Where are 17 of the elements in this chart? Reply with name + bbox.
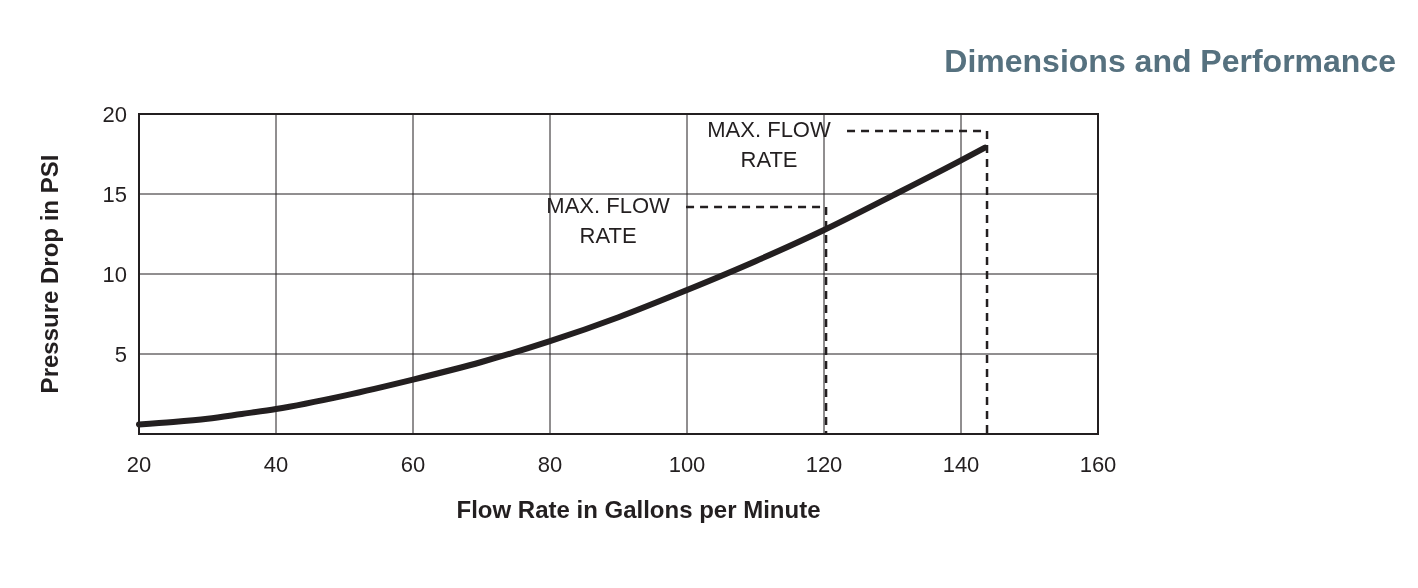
ref-line-label: MAX. FLOW RATE — [546, 193, 671, 248]
x-tick-label: 120 — [805, 452, 843, 477]
y-axis-title: Pressure Drop in PSI — [36, 154, 63, 394]
y-tick-label: 5 — [114, 342, 127, 367]
y-tick-label: 10 — [102, 262, 127, 287]
x-tick-label: 160 — [1079, 452, 1117, 477]
x-tick-label: 100 — [668, 452, 706, 477]
y-tick-label: 15 — [102, 182, 127, 207]
x-axis-title: Flow Rate in Gallons per Minute — [456, 496, 821, 523]
x-tick-label: 80 — [537, 452, 563, 477]
y-tick-label: 20 — [102, 102, 127, 127]
x-tick-label: 60 — [400, 452, 426, 477]
x-tick-label: 20 — [126, 452, 152, 477]
text: Dimensions and Performance — [944, 43, 1396, 79]
ref-line-label: MAX. FLOW RATE — [707, 117, 831, 172]
x-tick-label: 140 — [942, 452, 980, 477]
x-tick-label: 40 — [263, 452, 289, 477]
